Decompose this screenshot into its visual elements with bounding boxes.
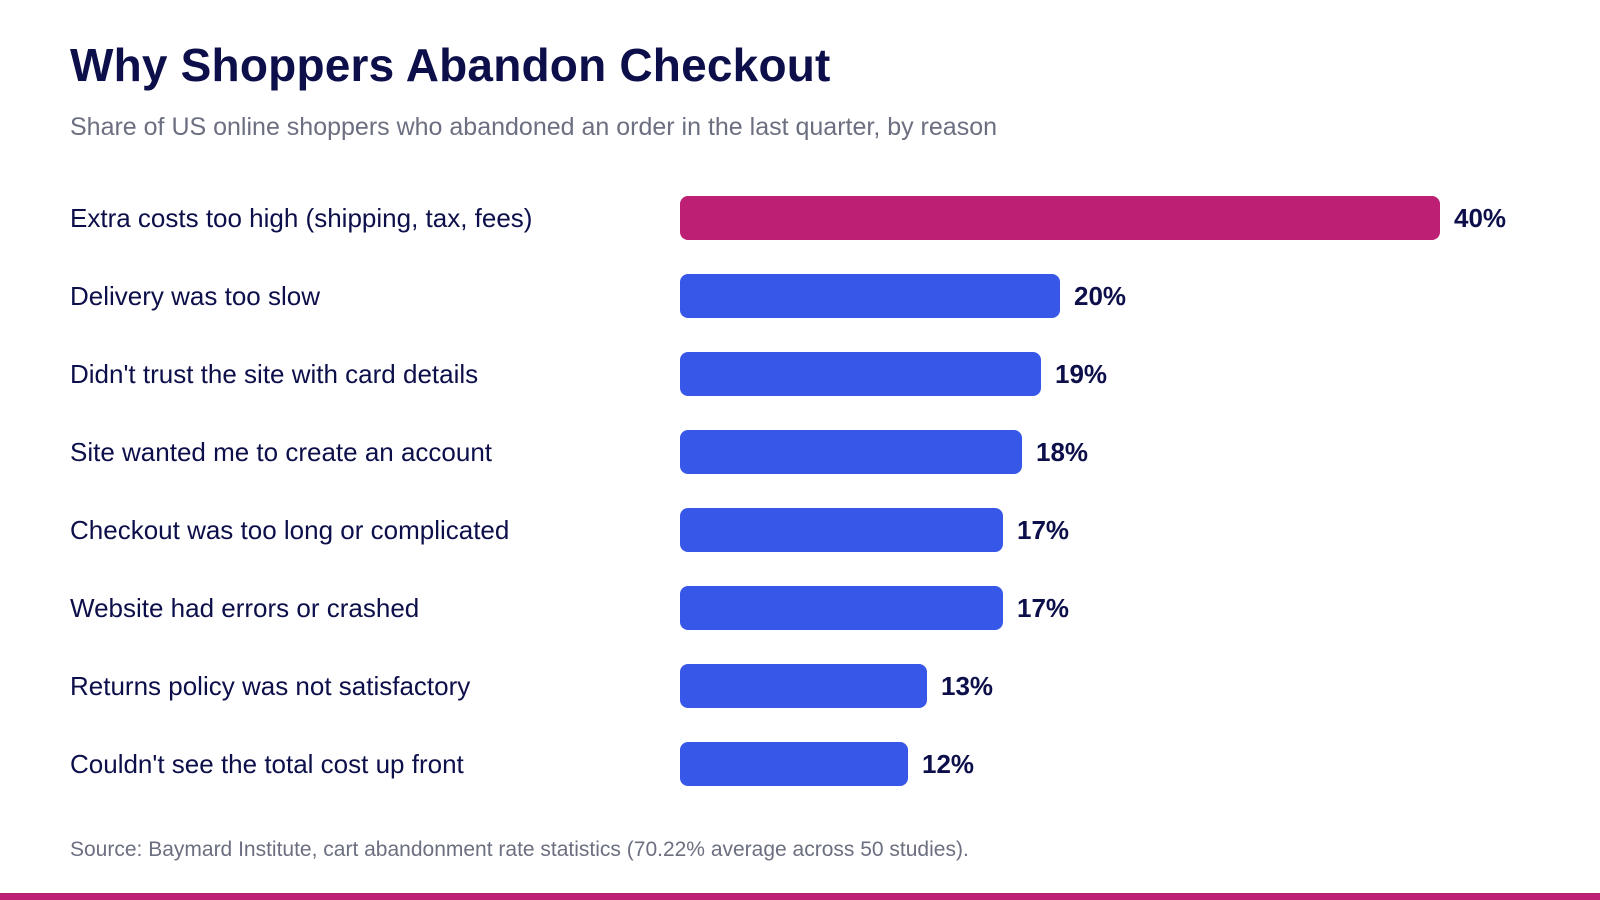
- category-label: Extra costs too high (shipping, tax, fee…: [70, 203, 532, 233]
- value-label: 17%: [1017, 593, 1069, 623]
- chart-title: Why Shoppers Abandon Checkout: [70, 39, 831, 91]
- value-label: 17%: [1017, 515, 1069, 545]
- bar: [680, 430, 1022, 474]
- category-label: Checkout was too long or complicated: [70, 515, 509, 545]
- value-label: 18%: [1036, 437, 1088, 467]
- category-label: Didn't trust the site with card details: [70, 359, 478, 389]
- bar: [680, 586, 1003, 630]
- bar: [680, 274, 1060, 318]
- value-label: 12%: [922, 749, 974, 779]
- category-label: Returns policy was not satisfactory: [70, 671, 470, 701]
- bar: [680, 352, 1041, 396]
- bottom-accent-rule: [0, 893, 1600, 900]
- source-note: Source: Baymard Institute, cart abandonm…: [70, 838, 969, 861]
- bar: [680, 742, 908, 786]
- chart-subtitle: Share of US online shoppers who abandone…: [70, 113, 998, 141]
- category-label: Website had errors or crashed: [70, 593, 419, 623]
- value-label: 40%: [1454, 203, 1506, 233]
- category-label: Delivery was too slow: [70, 281, 320, 311]
- value-label: 20%: [1074, 281, 1126, 311]
- bar: [680, 664, 927, 708]
- bar: [680, 196, 1440, 240]
- category-label: Couldn't see the total cost up front: [70, 749, 465, 779]
- category-label: Site wanted me to create an account: [70, 437, 493, 467]
- bar: [680, 508, 1003, 552]
- value-label: 19%: [1055, 359, 1107, 389]
- value-label: 13%: [941, 671, 993, 701]
